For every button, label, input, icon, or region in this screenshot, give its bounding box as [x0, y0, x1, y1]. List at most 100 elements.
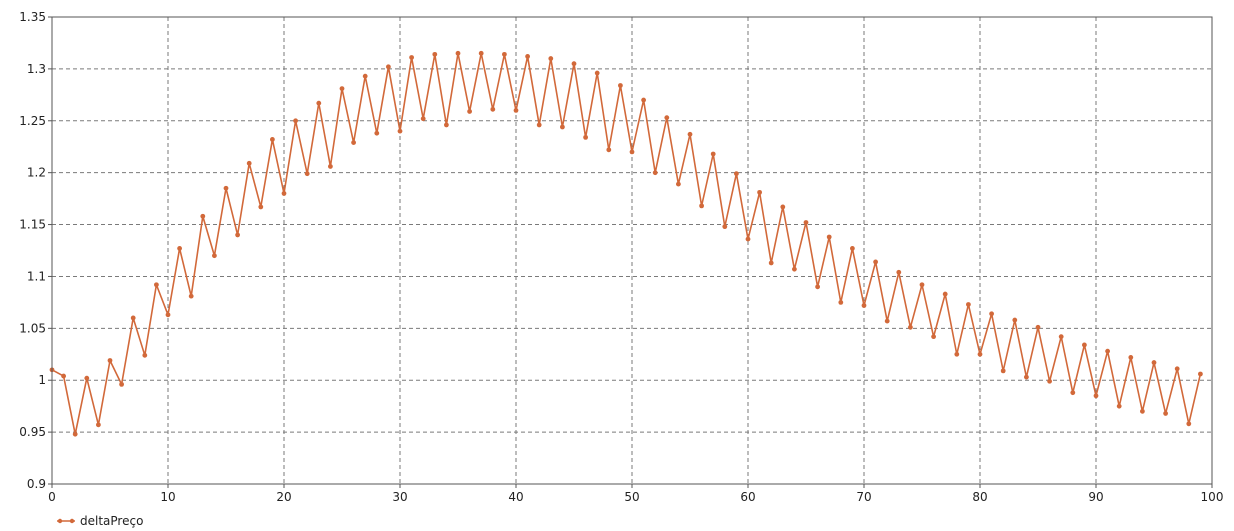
- data-point: [374, 130, 380, 136]
- y-tick-label: 1.3: [27, 62, 46, 76]
- y-tick-label: 1.15: [19, 218, 46, 232]
- data-point: [560, 124, 565, 130]
- data-point: [931, 334, 936, 340]
- data-point: [734, 171, 739, 177]
- data-point: [606, 147, 612, 153]
- data-point: [142, 352, 148, 358]
- x-tick-label: 50: [624, 490, 639, 504]
- data-point: [710, 151, 716, 157]
- data-point: [1035, 324, 1041, 330]
- y-tick-label: 0.95: [19, 425, 46, 439]
- data-point: [246, 160, 252, 166]
- data-point: [722, 224, 728, 230]
- data-point: [502, 51, 507, 57]
- x-tick-label: 30: [392, 490, 407, 504]
- x-tick-label: 80: [972, 490, 987, 504]
- data-point: [1105, 348, 1110, 354]
- x-tick-label: 20: [276, 490, 291, 504]
- data-point: [908, 324, 913, 330]
- data-point: [177, 246, 183, 251]
- data-point: [386, 64, 391, 70]
- data-point: [1174, 366, 1180, 372]
- data-point: [803, 220, 809, 225]
- y-tick-label: 1.35: [19, 10, 46, 24]
- data-point: [757, 189, 762, 195]
- data-point: [200, 213, 206, 219]
- tick-layer: 0 10 20 30 40 50 60 70 80 90 100 0.9 0.95 1 1.05 1.1 1.1…: [19, 10, 1223, 504]
- data-point: [96, 422, 101, 428]
- legend-marker: [57, 518, 63, 524]
- y-tick-label: 1.25: [19, 114, 46, 128]
- data-point: [571, 61, 577, 67]
- data-point: [84, 375, 90, 381]
- data-point: [328, 164, 333, 169]
- y-tick-label: 1.2: [27, 166, 46, 180]
- data-point: [815, 284, 820, 290]
- data-point: [954, 351, 960, 357]
- data-point: [1047, 378, 1052, 384]
- data-point: [850, 246, 855, 251]
- data-point: [792, 266, 797, 272]
- data-point: [548, 56, 554, 61]
- data-point: [768, 260, 774, 266]
- data-point: [397, 128, 403, 134]
- data-point: [235, 232, 241, 238]
- grid-layer: [52, 17, 1212, 484]
- data-point: [838, 299, 844, 305]
- legend: deltaPreço: [57, 514, 143, 528]
- data-point: [1186, 421, 1192, 427]
- data-point: [61, 373, 66, 379]
- data-point: [223, 185, 229, 191]
- data-point: [420, 116, 426, 122]
- data-point: [583, 134, 588, 140]
- data-point: [293, 118, 298, 124]
- data-point: [1093, 393, 1099, 399]
- data-point: [884, 318, 890, 324]
- data-point: [919, 282, 925, 288]
- data-point: [455, 50, 461, 56]
- data-point: [351, 140, 356, 145]
- y-tick-label: 1.05: [19, 321, 46, 335]
- data-point: [270, 137, 275, 142]
- data-point: [478, 50, 484, 56]
- data-point: [977, 351, 983, 357]
- data-point: [107, 358, 113, 363]
- data-point: [525, 54, 530, 59]
- data-point: [432, 51, 438, 57]
- data-point: [212, 253, 217, 259]
- x-tick-label: 40: [508, 490, 523, 504]
- data-point: [154, 282, 159, 288]
- x-tick-label: 90: [1088, 490, 1103, 504]
- legend-marker: [69, 518, 75, 524]
- data-point: [989, 311, 994, 317]
- data-point: [676, 181, 681, 187]
- data-point: [1151, 360, 1157, 365]
- series-layer: [49, 50, 1203, 437]
- data-point: [281, 191, 287, 196]
- data-point: [1128, 354, 1134, 360]
- data-point: [467, 109, 472, 114]
- data-point: [130, 315, 136, 321]
- data-point: [1140, 408, 1145, 414]
- plot-frame: [51, 16, 1213, 485]
- data-point: [699, 203, 704, 209]
- data-point: [652, 170, 658, 176]
- data-point: [316, 100, 322, 106]
- data-point: [409, 55, 414, 60]
- data-point: [188, 293, 194, 299]
- data-point: [536, 122, 542, 128]
- data-point: [72, 431, 78, 437]
- x-tick-label: 0: [48, 490, 56, 504]
- data-point: [594, 70, 600, 76]
- data-point: [490, 106, 496, 112]
- data-point: [618, 83, 623, 88]
- data-point: [339, 86, 345, 92]
- data-point: [1070, 390, 1076, 396]
- data-point: [1024, 374, 1029, 380]
- data-point: [942, 291, 948, 297]
- data-point: [444, 122, 449, 128]
- data-point: [119, 381, 124, 387]
- data-point: [641, 97, 646, 103]
- x-tick-label: 70: [856, 490, 871, 504]
